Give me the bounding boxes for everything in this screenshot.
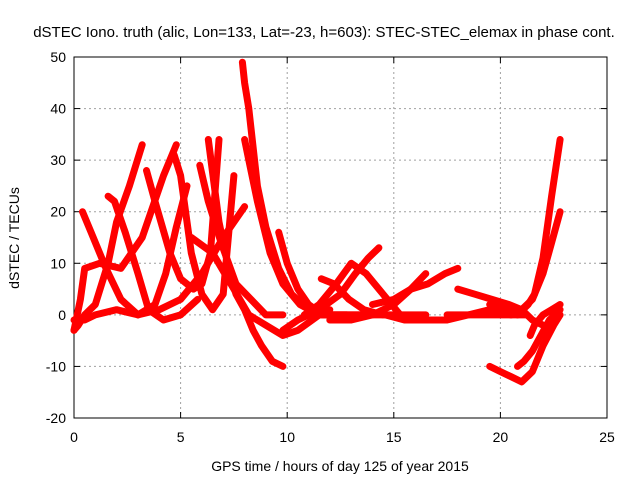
x-tick-label: 20 — [493, 429, 509, 445]
series-line — [275, 228, 351, 319]
series-line — [526, 301, 564, 339]
y-tick-label: 30 — [50, 152, 66, 168]
x-tick-label: 15 — [386, 429, 402, 445]
series-line — [514, 306, 564, 370]
chart-title: dSTEC Iono. truth (alic, Lon=133, Lat=-2… — [33, 24, 615, 41]
axis-ticks: 0 5 10 15 20 25 -20 -10 0 10 20 30 40 50 — [46, 49, 615, 445]
x-tick-label: 25 — [599, 429, 615, 445]
x-tick-label: 10 — [279, 429, 295, 445]
y-tick-label: -10 — [46, 358, 66, 374]
x-tick-label: 5 — [177, 429, 185, 445]
x-axis-label: GPS time / hours of day 125 of year 2015 — [211, 458, 469, 474]
y-tick-label: -20 — [46, 410, 66, 426]
y-tick-label: 20 — [50, 204, 66, 220]
series-line — [170, 151, 238, 314]
series-line — [507, 208, 564, 319]
series-line — [70, 141, 146, 334]
series-line — [143, 136, 223, 293]
series-line — [369, 264, 462, 308]
series-line — [300, 259, 404, 319]
y-tick-label: 10 — [50, 255, 66, 271]
series-group — [70, 58, 564, 386]
y-tick-label: 50 — [50, 49, 66, 65]
series-line — [486, 311, 564, 386]
plot-frame — [73, 56, 608, 419]
x-tick-label: 0 — [70, 429, 78, 445]
series-line — [104, 192, 202, 324]
y-tick-label: 0 — [58, 307, 66, 323]
grid — [74, 57, 607, 418]
y-axis-label: dSTEC / TECUs — [6, 187, 22, 289]
series-line — [317, 275, 430, 319]
series-line — [381, 306, 515, 324]
series-line — [454, 285, 547, 329]
y-tick-label: 40 — [50, 101, 66, 117]
series-line — [70, 141, 180, 334]
